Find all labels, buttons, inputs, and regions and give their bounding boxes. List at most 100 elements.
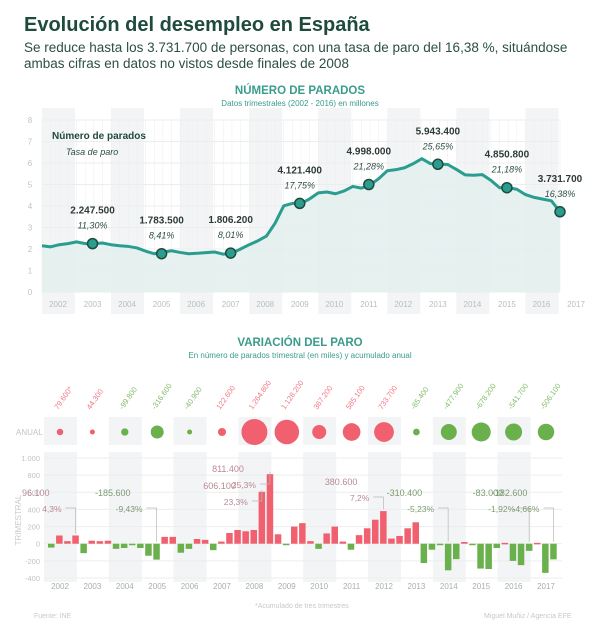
bar-pct-label: -4,66% <box>513 504 540 514</box>
annual-value-label: -477.900 <box>441 382 465 411</box>
annual-value-label: 1.264.800 <box>247 379 274 412</box>
annotation-leader-line <box>65 507 76 534</box>
quarterly-bar <box>534 542 541 545</box>
x-tick-label: 2006 <box>181 582 199 591</box>
x-tick-label: 2012 <box>375 582 393 591</box>
annotation-leader-line <box>251 489 263 502</box>
y-tick-label: 0 <box>28 288 33 297</box>
data-point-marker <box>554 206 566 218</box>
bar-value-label: -310.400 <box>387 488 423 498</box>
point-rate-label: 25,65% <box>422 141 454 151</box>
quarterly-bar <box>185 543 193 549</box>
quarterly-bar <box>169 536 176 544</box>
x-tick-label: 2013 <box>429 300 447 309</box>
x-tick-label: 2015 <box>472 582 490 591</box>
annual-bubble <box>217 427 227 437</box>
quarterly-bar <box>315 543 322 549</box>
quarterly-bar <box>307 541 314 544</box>
data-point-marker <box>155 247 168 260</box>
point-rate-label: 8,41% <box>149 231 175 241</box>
unemployed-line-chart: 0 1 2 3 4 5 6 7 8 2002 2003 2004 2005 2006 2007 2008 200… <box>28 108 585 314</box>
bar-pct-label: 4,3% <box>42 504 62 514</box>
quarterly-bar <box>96 541 104 544</box>
point-rate-label: 21,28% <box>353 162 385 172</box>
quarterly-bar <box>129 543 136 546</box>
y-tick-label: 7 <box>28 138 33 147</box>
point-value-label: 4.121.400 <box>277 165 322 176</box>
annual-value-label: 79.600* <box>52 385 74 411</box>
annual-value-label: -99.800 <box>117 385 139 411</box>
bar-pct-label: 23,3% <box>224 497 249 507</box>
x-tick-label: 2016 <box>533 300 551 309</box>
bar-value-label: 606.100 <box>203 481 236 491</box>
bar-value-label: -182.600 <box>492 488 528 498</box>
y-tick-label: 800 <box>27 471 40 480</box>
quarterly-bar <box>201 539 209 544</box>
quarterly-bar <box>517 543 525 566</box>
annual-bubble <box>274 419 300 445</box>
annual-bubble <box>56 428 64 436</box>
x-tick-label: 2003 <box>84 300 102 309</box>
quarterly-bar <box>282 543 290 546</box>
bar-chart-title: VARIACIÓN DEL PARO <box>237 337 363 349</box>
footer-note: *Acumulado de tres trimestres <box>255 603 349 610</box>
quarterly-bar <box>234 530 241 544</box>
annotation-leader-line <box>146 507 157 542</box>
variation-chart: ANUAL 79.600* 44.300 -99.800 -316.600 -40.900… <box>14 379 563 591</box>
y-tick-label: -400 <box>25 574 40 583</box>
point-rate-label: 16,38% <box>545 189 576 199</box>
quarterly-bar <box>444 543 452 571</box>
annual-value-label: 585.100 <box>344 384 367 411</box>
point-rate-label: 21,18% <box>491 165 523 175</box>
quarterly-bar <box>396 536 403 544</box>
bar-chart-subtitle: En número de parados trimestral (en mile… <box>188 351 412 360</box>
annual-value-label: 733.700 <box>376 384 399 411</box>
quarterly-bar <box>501 542 509 545</box>
bar-value-label: -185.600 <box>95 488 131 498</box>
x-tick-label: 2016 <box>505 582 523 591</box>
quarterly-bar <box>339 541 347 544</box>
quarterly-bar <box>404 528 411 544</box>
quarterly-bar <box>250 530 257 544</box>
quarterly-bar <box>226 533 233 544</box>
quarterly-bar <box>64 541 71 544</box>
data-point-marker <box>363 178 375 191</box>
y-tick-label: 600 <box>27 488 40 497</box>
x-tick-label: 2011 <box>360 300 378 309</box>
x-tick-label: 2015 <box>498 300 516 309</box>
x-tick-label: 2010 <box>310 582 328 591</box>
annotation-leader-line <box>373 496 384 510</box>
annotation-leader-line <box>519 507 530 542</box>
quarterly-bar <box>525 543 533 551</box>
line-chart-subtitle: Datos trimestrales (2002 - 2016) en mill… <box>221 99 379 108</box>
annual-value-label: 44.300 <box>85 387 106 411</box>
quarterly-bar <box>88 540 95 544</box>
quarterly-bar <box>72 535 79 544</box>
y-tick-label: 1.000 <box>21 454 40 463</box>
bar-value-label: 811.400 <box>212 464 244 474</box>
legend-primary: Número de parados <box>52 131 146 142</box>
annual-bubble <box>374 422 394 442</box>
point-rate-label: 11,30% <box>78 221 108 231</box>
x-tick-label: 2004 <box>116 582 134 591</box>
x-tick-label: 2012 <box>394 300 412 309</box>
annual-bubble <box>471 422 491 442</box>
annual-value-label: -40.900 <box>182 385 204 411</box>
line-chart-title: NÚMERO DE PARADOS <box>234 85 366 97</box>
year-column-shade <box>303 452 337 582</box>
quarterly-bar <box>291 526 298 544</box>
x-tick-label: 2008 <box>246 582 264 591</box>
annual-value-label: -85.400 <box>409 385 431 411</box>
quarterly-bar <box>120 543 128 548</box>
annual-row-label: ANUAL <box>16 428 43 437</box>
point-value-label: 1.806.200 <box>208 215 253 226</box>
quarterly-bar <box>210 543 217 551</box>
quarterly-bar <box>145 543 152 556</box>
quarterly-bar <box>48 543 55 548</box>
quarterly-bar <box>469 543 476 546</box>
annual-bubble <box>537 423 555 441</box>
x-tick-label: 2002 <box>49 300 67 309</box>
quarterly-bar <box>355 535 363 544</box>
annual-bubble <box>342 423 361 441</box>
quarterly-bar <box>331 526 338 544</box>
